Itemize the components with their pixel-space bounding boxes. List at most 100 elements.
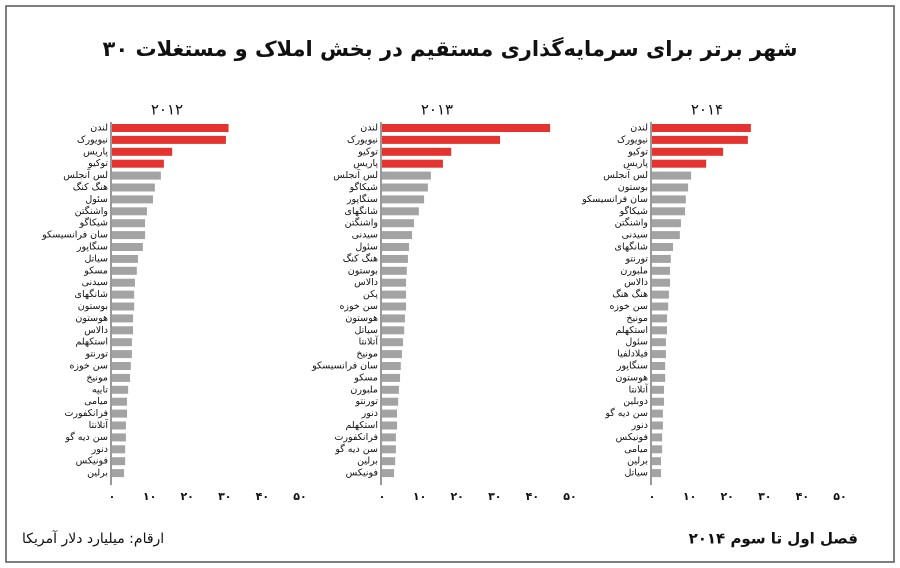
category-label: فونیکس xyxy=(76,456,108,467)
bar xyxy=(382,195,425,204)
bar xyxy=(652,326,668,335)
x-tick-label: ۰ xyxy=(379,490,386,503)
category-label: آتلانتا xyxy=(89,418,109,431)
category-label: نیویورک xyxy=(617,134,648,145)
category-label: واشنگتن xyxy=(615,217,648,229)
category-label: لندن xyxy=(630,123,648,134)
bar xyxy=(382,159,443,168)
category-label: فیلادلفیا xyxy=(617,349,648,360)
category-label: استکهلم xyxy=(75,337,108,348)
bar xyxy=(112,469,125,478)
bar xyxy=(652,159,707,168)
bar xyxy=(112,362,131,370)
bar xyxy=(112,219,146,228)
category-label: ملبورن xyxy=(620,265,648,276)
category-label: سئول xyxy=(85,194,108,205)
category-label: بوستون xyxy=(618,182,648,193)
x-tick-label: ۵۰ xyxy=(293,490,306,503)
category-label: لندن xyxy=(90,123,108,134)
bar xyxy=(652,409,663,418)
category-label: مونیخ xyxy=(356,349,378,360)
bar xyxy=(112,409,128,418)
bar xyxy=(112,457,126,466)
category-label: شانگهای xyxy=(345,205,378,217)
bar xyxy=(112,385,129,394)
category-label: دالاس xyxy=(84,325,108,336)
category-label: سن دیه گو xyxy=(334,443,378,455)
x-tick-label: ۱۰ xyxy=(683,490,696,503)
bar xyxy=(112,373,131,382)
bar xyxy=(652,147,724,156)
category-label: شیکاگو xyxy=(619,205,648,217)
category-label: سان فرانسیسکو xyxy=(311,361,378,372)
bar xyxy=(652,302,669,311)
bar xyxy=(382,219,414,228)
bar xyxy=(112,124,229,132)
category-label: پاریس xyxy=(353,158,378,169)
bar xyxy=(382,445,396,454)
bar xyxy=(382,147,452,156)
category-label: دالاس xyxy=(624,277,648,288)
panel-title: ۲۰۱۴ xyxy=(691,101,723,119)
category-label: استکهلم xyxy=(345,420,378,431)
bar xyxy=(652,278,671,287)
bar xyxy=(652,421,663,430)
bar xyxy=(652,433,663,442)
bar xyxy=(112,159,164,168)
category-label: سیدنی xyxy=(352,230,378,241)
category-label: میامی xyxy=(84,396,108,407)
category-label: مسکو xyxy=(83,265,108,276)
category-label: پاریس xyxy=(623,158,648,169)
category-label: برلین xyxy=(87,468,108,479)
bar xyxy=(112,195,153,204)
bar xyxy=(382,302,407,311)
x-tick-label: ۲۰ xyxy=(180,490,193,503)
category-label: هنگ کنگ xyxy=(73,181,108,193)
category-label: لس آنجلس xyxy=(333,168,378,181)
category-label: ملبورن xyxy=(350,384,378,395)
bar xyxy=(112,338,132,347)
bar xyxy=(652,445,663,454)
x-tick-label: ۲۰ xyxy=(450,490,463,503)
category-label: سن خوزه xyxy=(69,361,108,372)
bar xyxy=(652,231,680,240)
bar xyxy=(382,326,405,335)
x-tick-label: ۳۰ xyxy=(218,490,231,503)
category-label: هنگ کنگ xyxy=(343,252,378,264)
category-label: سیاتل xyxy=(354,325,378,336)
bar xyxy=(652,266,671,275)
x-tick-label: ۰ xyxy=(649,490,656,503)
bar xyxy=(382,243,410,251)
bar xyxy=(112,231,146,240)
category-label: سیدنی xyxy=(82,277,108,288)
bar xyxy=(382,183,428,192)
category-label: شانگهای xyxy=(615,241,648,253)
bar xyxy=(112,183,155,192)
bar xyxy=(382,290,407,299)
category-label: استکهلم xyxy=(615,325,648,336)
category-label: شیکاگو xyxy=(349,181,378,193)
category-label: تایپه xyxy=(92,384,108,395)
category-label: سان فرانسیسکو xyxy=(581,194,648,205)
bar xyxy=(652,243,674,251)
category-label: سن خوزه xyxy=(609,301,648,312)
category-label: برلین xyxy=(357,456,378,467)
x-tick-label: ۴۰ xyxy=(526,490,539,503)
category-label: هوستون xyxy=(75,313,108,324)
bar xyxy=(112,254,138,263)
x-tick-label: ۵۰ xyxy=(563,490,576,503)
bar xyxy=(382,266,407,275)
category-label: واشنگتن xyxy=(75,205,108,217)
bar xyxy=(382,124,551,132)
bar xyxy=(382,469,395,478)
bar xyxy=(112,266,137,275)
x-tick-label: ۲۰ xyxy=(720,490,733,503)
bar xyxy=(112,302,135,311)
category-label: سئول xyxy=(625,337,648,348)
category-label: شیکاگو xyxy=(79,217,108,229)
category-label: سان فرانسیسکو xyxy=(41,230,108,241)
bar xyxy=(652,350,666,359)
category-label: دنور xyxy=(631,420,648,431)
bar xyxy=(652,338,666,347)
